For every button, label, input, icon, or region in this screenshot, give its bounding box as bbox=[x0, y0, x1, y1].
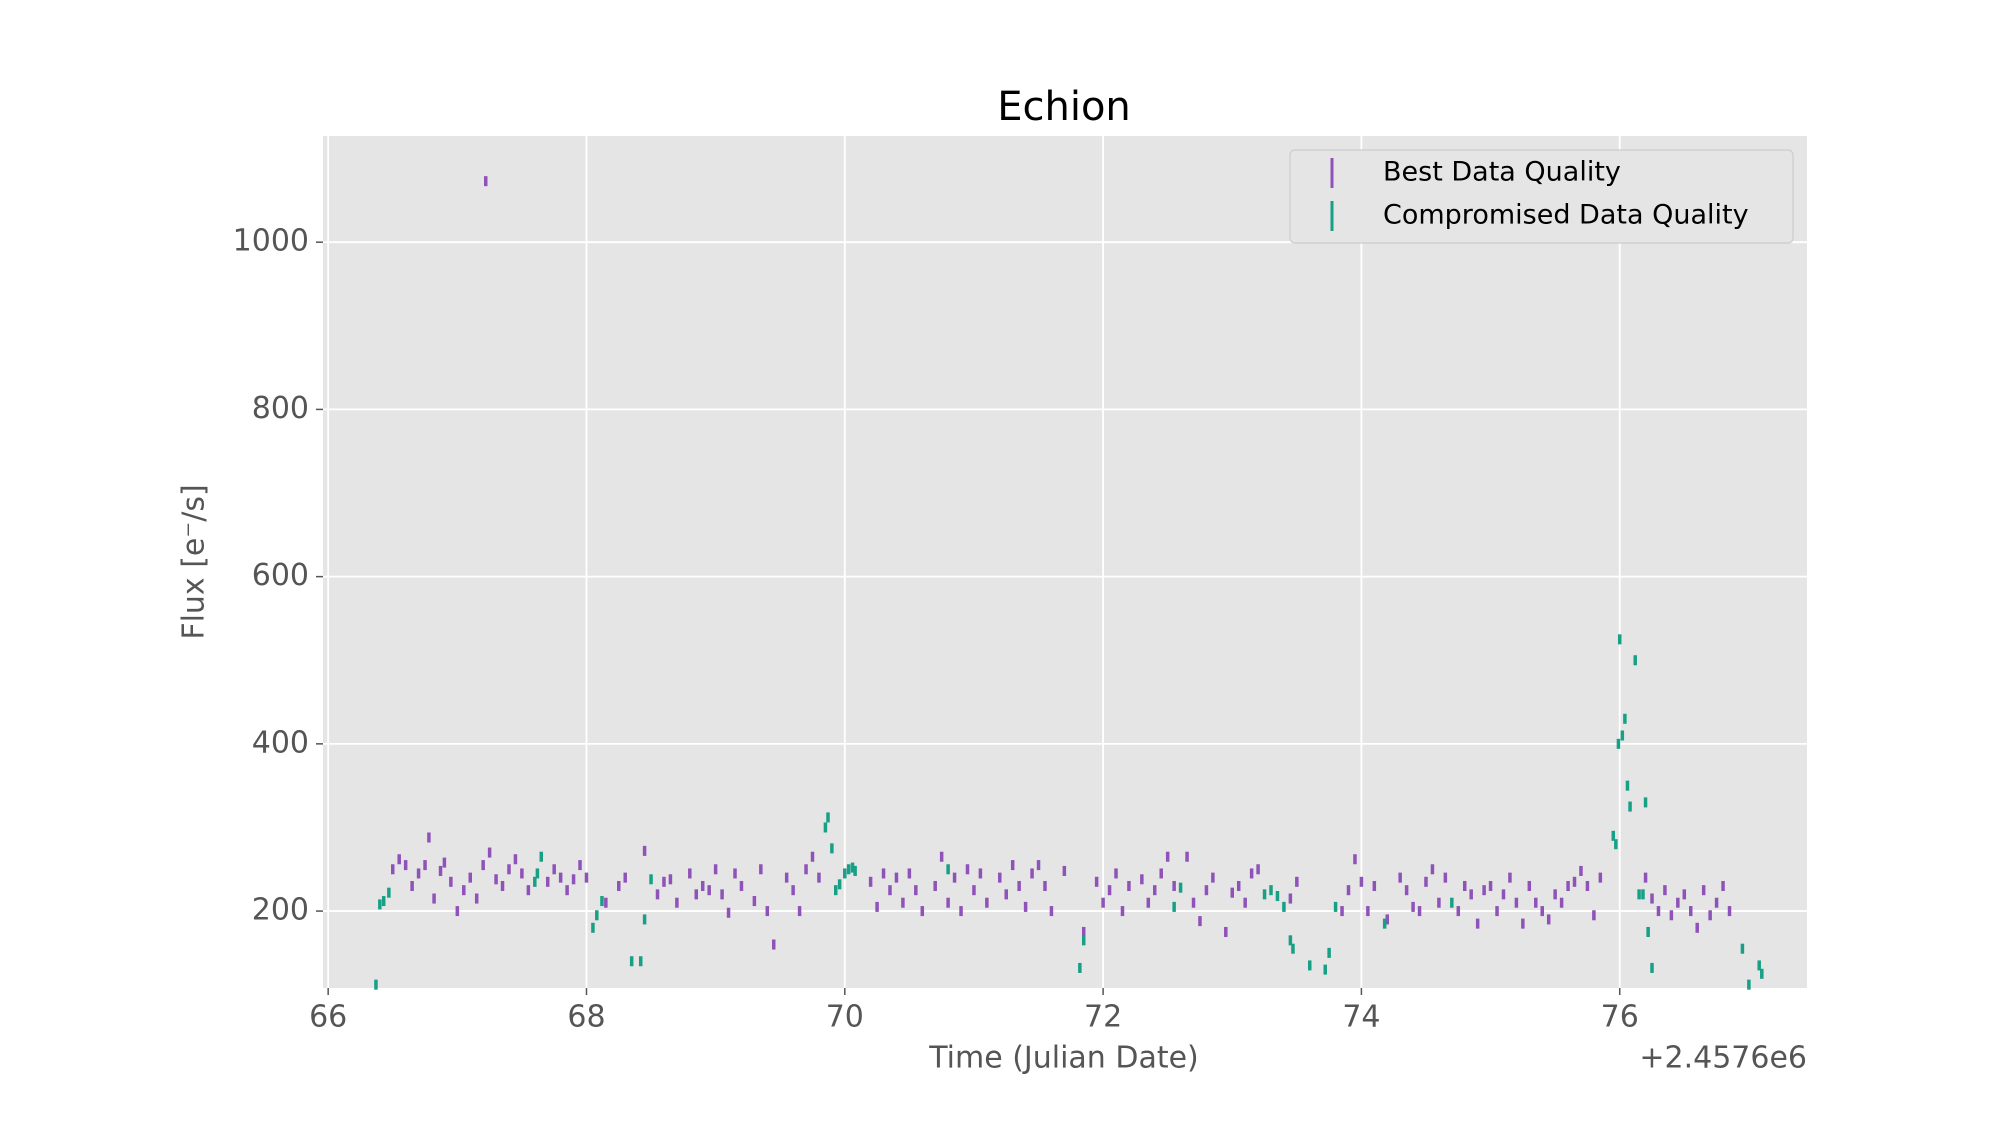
y-tick-label: 600 bbox=[252, 558, 309, 593]
y-tick-label: 1000 bbox=[233, 224, 309, 259]
x-tick-label: 76 bbox=[1601, 1000, 1639, 1035]
y-axis-label: Flux [e⁻/s] bbox=[177, 484, 212, 639]
y-tick-label: 800 bbox=[252, 391, 309, 426]
x-tick-label: 68 bbox=[567, 1000, 605, 1035]
x-tick-label: 70 bbox=[826, 1000, 864, 1035]
legend-label: Best Data Quality bbox=[1383, 157, 1621, 188]
y-tick-label: 200 bbox=[252, 893, 309, 928]
x-tick-label: 72 bbox=[1084, 1000, 1122, 1035]
x-tick-label: 74 bbox=[1342, 1000, 1380, 1035]
x-tick-label: 66 bbox=[309, 1000, 347, 1035]
x-offset-label: +2.4576e6 bbox=[1639, 1041, 1807, 1076]
legend-box bbox=[1289, 149, 1794, 244]
plot-area bbox=[323, 136, 1807, 988]
y-tick-label: 400 bbox=[252, 725, 309, 760]
x-axis-label: Time (Julian Date) bbox=[928, 1041, 1199, 1076]
legend-label: Compromised Data Quality bbox=[1383, 200, 1749, 231]
chart-title: Echion bbox=[997, 84, 1131, 130]
